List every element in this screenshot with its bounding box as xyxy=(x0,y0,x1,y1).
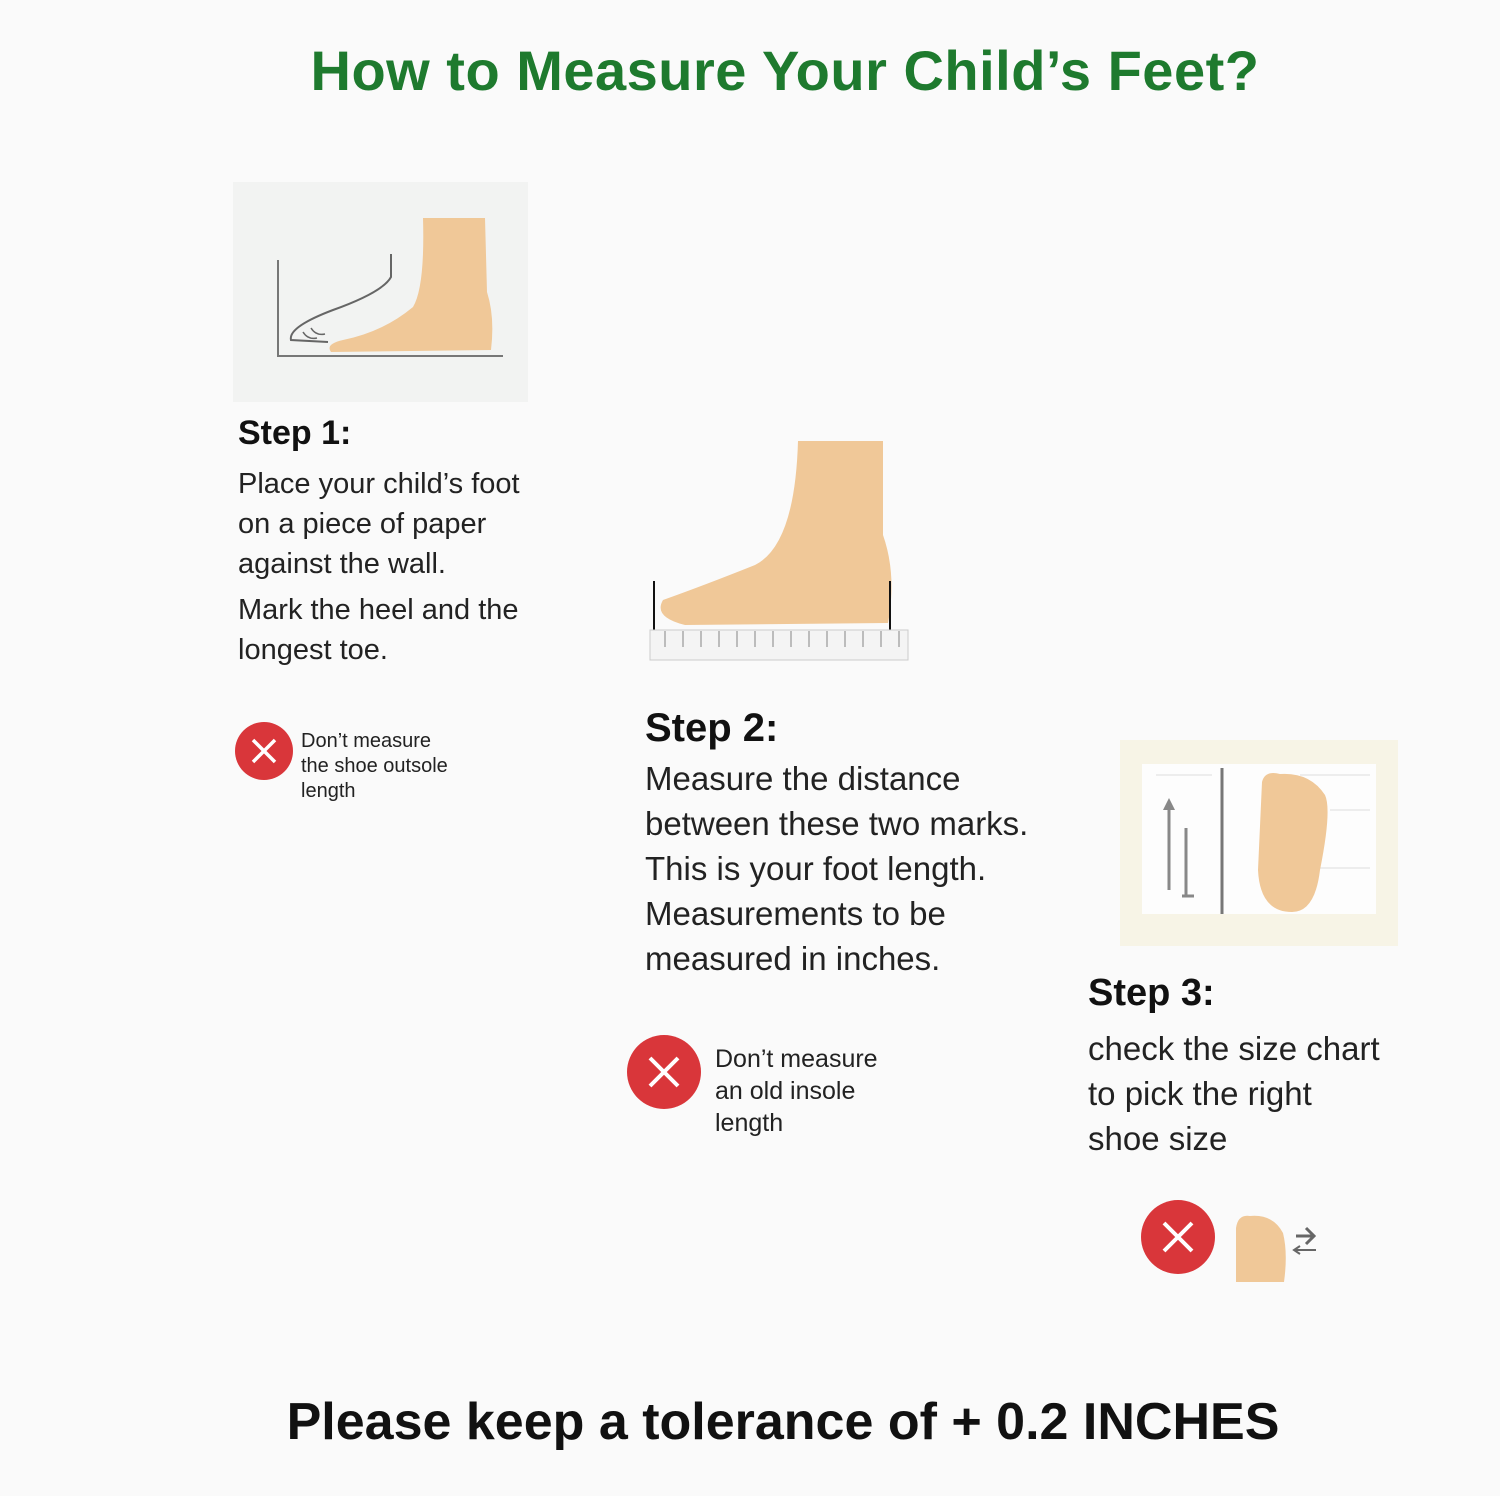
small-foot-arrows-icon xyxy=(1236,1215,1317,1282)
step-2-text: Measure the distance between these two m… xyxy=(645,756,1028,981)
warning-line: an old insole xyxy=(715,1077,856,1105)
x-circle-icon xyxy=(627,1035,701,1109)
foot-size-chart-illustration xyxy=(1120,740,1398,946)
page-title: How to Measure Your Child’s Feet? xyxy=(310,39,1260,102)
step-1-line: Place your child’s foot xyxy=(238,468,520,500)
step-1-text: Place your child’s foot on a piece of pa… xyxy=(238,464,520,670)
warning-line: length xyxy=(715,1109,784,1137)
warning-line: length xyxy=(301,780,356,802)
step-1-line: on a piece of paper xyxy=(238,508,487,540)
step-2-line: between these two marks. xyxy=(645,805,1029,842)
warning-line: Don’t measure xyxy=(715,1045,878,1073)
foot-on-ruler-illustration xyxy=(649,441,909,661)
step-2-line: This is your foot length. xyxy=(645,850,987,887)
x-circle-icon xyxy=(235,722,293,780)
step-3-line: to pick the right xyxy=(1088,1075,1312,1112)
step-3-line: shoe size xyxy=(1088,1120,1228,1157)
x-circle-icon xyxy=(1141,1200,1215,1274)
step-3-line: check the size chart xyxy=(1088,1030,1380,1067)
step-3-text: check the size chart to pick the right s… xyxy=(1088,1026,1380,1161)
step-2-heading: Step 2: xyxy=(645,706,779,750)
step-2-line: Measurements to be xyxy=(645,895,946,932)
step-1-warning: Don’t measure the shoe outsole length xyxy=(301,729,448,804)
step-2-line: measured in inches. xyxy=(645,940,941,977)
step-1-line: longest toe. xyxy=(238,634,388,666)
tolerance-note: Please keep a tolerance of + 0.2 INCHES xyxy=(286,1393,1280,1451)
step-3-heading: Step 3: xyxy=(1088,972,1215,1014)
warning-line: Don’t measure xyxy=(301,730,432,752)
foot-against-wall-illustration xyxy=(233,182,528,402)
step-1-heading: Step 1: xyxy=(238,414,352,452)
step-2-line: Measure the distance xyxy=(645,760,961,797)
warning-line: the shoe outsole xyxy=(301,755,448,777)
step-1-line: Mark the heel and the xyxy=(238,594,519,626)
step-1-line: against the wall. xyxy=(238,548,446,580)
step-2-warning: Don’t measure an old insole length xyxy=(715,1043,878,1139)
